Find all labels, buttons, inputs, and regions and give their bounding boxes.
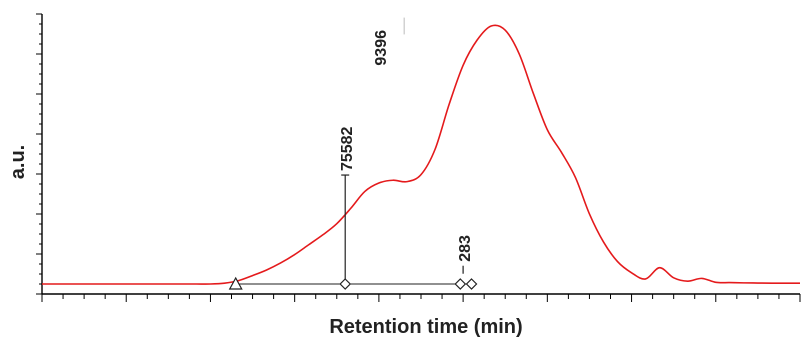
y-axis-ticks (36, 13, 42, 295)
peak-marker (465, 278, 478, 290)
y-axis-label: a.u. (7, 145, 29, 179)
plot-area (42, 24, 800, 285)
chromatogram-trace (42, 24, 800, 285)
peak-label: 283 (457, 235, 474, 262)
baseline-start-marker (228, 276, 243, 290)
peak-annotations: 75582 9396 283 (228, 17, 478, 290)
x-axis-ticks (41, 294, 801, 302)
peak-marker (454, 278, 467, 290)
peak-marker (339, 278, 352, 290)
x-axis-label: Retention time (min) (329, 316, 522, 338)
peak-label: 9396 (373, 30, 390, 66)
peak-label: 75582 (339, 126, 356, 171)
plot-frame (41, 14, 800, 295)
